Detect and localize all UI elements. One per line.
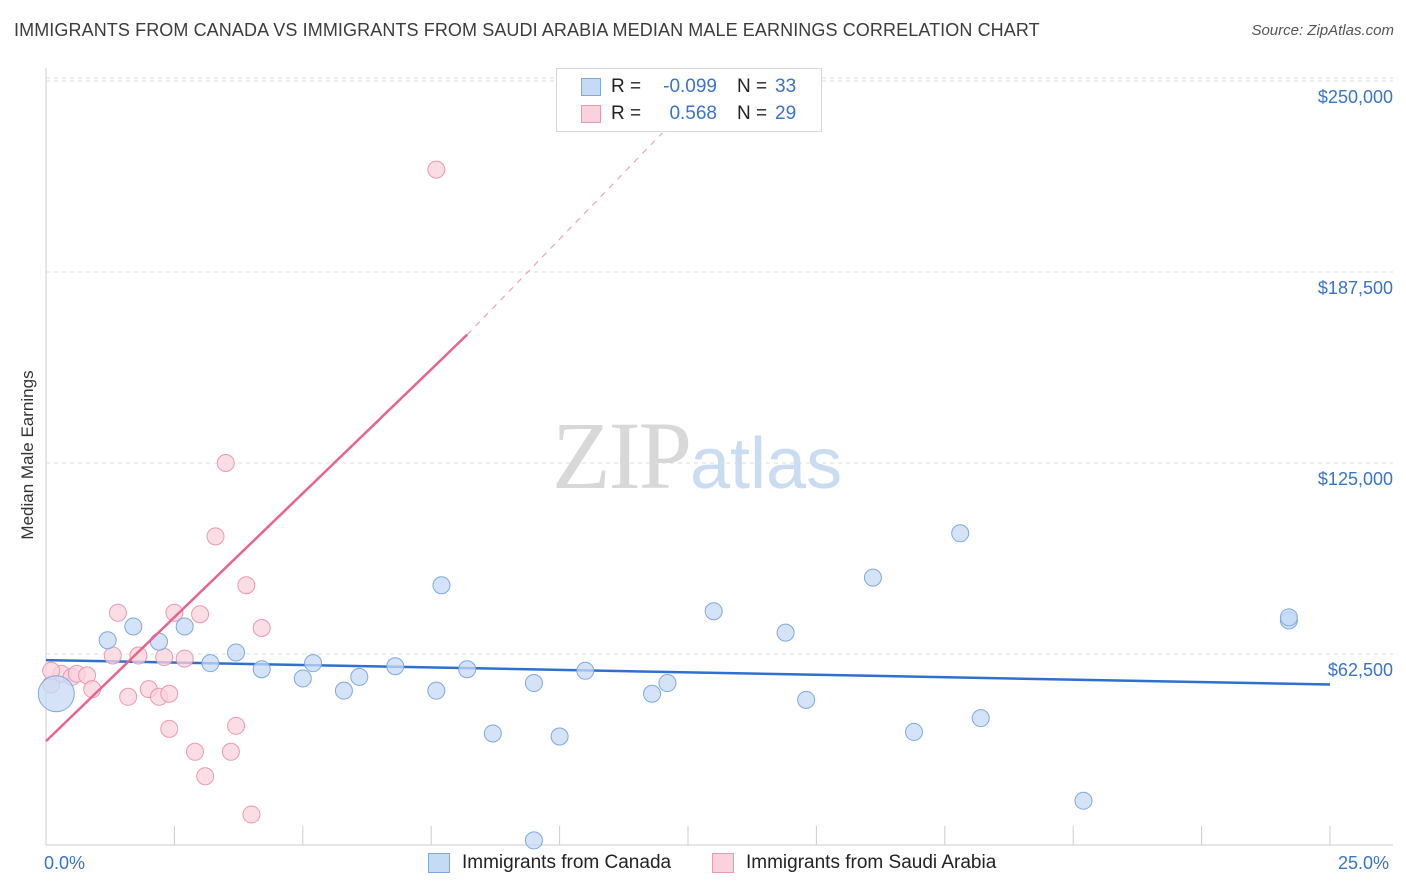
saudi-point — [185, 742, 204, 761]
bottom-legend-saudi: Immigrants from Saudi Arabia — [712, 852, 996, 874]
bottom-legend-canada: Immigrants from Canada — [428, 852, 671, 874]
canada-point — [350, 667, 369, 686]
saudi-point — [160, 719, 179, 738]
canada-swatch — [581, 78, 601, 96]
canada-point — [293, 669, 312, 688]
canada-point — [576, 661, 595, 680]
canada-point — [386, 657, 405, 676]
bottom-legend-label: Immigrants from Saudi Arabia — [746, 852, 997, 873]
saudi-point — [155, 648, 174, 667]
saudi-point — [221, 742, 240, 761]
x-tick-label-max: 25.0% — [1338, 853, 1390, 873]
canada-point — [334, 681, 353, 700]
saudi-swatch — [581, 105, 601, 123]
legend-row-canada: R = -0.099 N = 33 — [581, 75, 796, 99]
saudi-point — [160, 684, 179, 703]
canada-point — [149, 632, 168, 651]
saudi-point — [129, 646, 148, 665]
legend-row-saudi: R = 0.568 N = 29 — [581, 102, 796, 126]
saudi-point — [237, 576, 256, 595]
r-label: R = — [611, 76, 642, 97]
canada-point — [201, 654, 220, 673]
canada-point — [776, 623, 795, 642]
canada-point — [524, 831, 543, 850]
saudi-point — [216, 454, 235, 472]
r-value: -0.099 — [663, 76, 717, 97]
saudi-point — [196, 767, 215, 786]
bottom-legend-label: Immigrants from Canada — [462, 852, 672, 873]
canada-point — [951, 524, 970, 543]
canada-point — [658, 674, 677, 693]
canada-point — [304, 654, 323, 673]
saudi-point — [252, 619, 271, 638]
canada-point — [704, 602, 723, 621]
canada-trend-line — [45, 658, 1331, 686]
canada-swatch — [428, 853, 450, 873]
y-tick-label: $62,500 — [1328, 660, 1393, 680]
canada-point — [483, 724, 502, 743]
watermark: ZIPatlas — [552, 400, 842, 511]
canada-point — [458, 660, 477, 679]
correlation-legend: R = -0.099 N = 33 R = 0.568 N = 29 — [556, 68, 822, 132]
saudi-point — [242, 805, 261, 824]
canada-point — [550, 727, 569, 746]
canada-point — [971, 709, 990, 728]
n-value: 29 — [775, 103, 797, 124]
canada-point — [863, 568, 882, 587]
n-value: 33 — [775, 76, 797, 97]
saudi-swatch — [712, 853, 734, 873]
y-tick-label: $250,000 — [1318, 87, 1393, 107]
canada-point — [524, 674, 543, 693]
x-tick-label-min: 0.0% — [44, 853, 86, 873]
saudi-trend-line — [45, 333, 469, 742]
canada-point — [643, 684, 662, 703]
watermark-atlas: atlas — [690, 424, 843, 504]
canada-point — [904, 722, 923, 741]
canada-point-large — [37, 675, 75, 713]
n-label: N = — [737, 76, 768, 97]
saudi-point — [191, 605, 210, 624]
saudi-point — [103, 646, 122, 665]
canada-point — [98, 631, 117, 650]
y-tick-label: $187,500 — [1318, 278, 1393, 298]
canada-point — [175, 617, 194, 636]
canada-point — [1074, 791, 1093, 810]
y-axis-label: Median Male Earnings — [18, 370, 37, 540]
y-tick-label: $125,000 — [1318, 469, 1393, 489]
saudi-point — [165, 603, 184, 622]
r-label: R = — [611, 103, 642, 124]
canada-point — [124, 617, 143, 636]
saudi-point — [175, 649, 194, 668]
canada-point — [252, 660, 271, 679]
canada-point — [227, 643, 246, 662]
saudi-trend-extension — [466, 132, 663, 336]
saudi-point — [427, 160, 446, 179]
canada-point — [427, 681, 446, 700]
canada-point — [797, 690, 816, 709]
canada-point — [1279, 608, 1298, 627]
saudi-point — [108, 603, 127, 622]
canada-point — [432, 576, 451, 595]
saudi-point — [119, 687, 138, 706]
saudi-point — [206, 527, 225, 546]
r-value: 0.568 — [669, 103, 717, 124]
saudi-point — [227, 716, 246, 735]
chart-source: Source: ZipAtlas.com — [1251, 22, 1394, 39]
chart-title: IMMIGRANTS FROM CANADA VS IMMIGRANTS FRO… — [14, 20, 1040, 40]
watermark-zip: ZIP — [552, 402, 692, 509]
n-label: N = — [737, 103, 768, 124]
